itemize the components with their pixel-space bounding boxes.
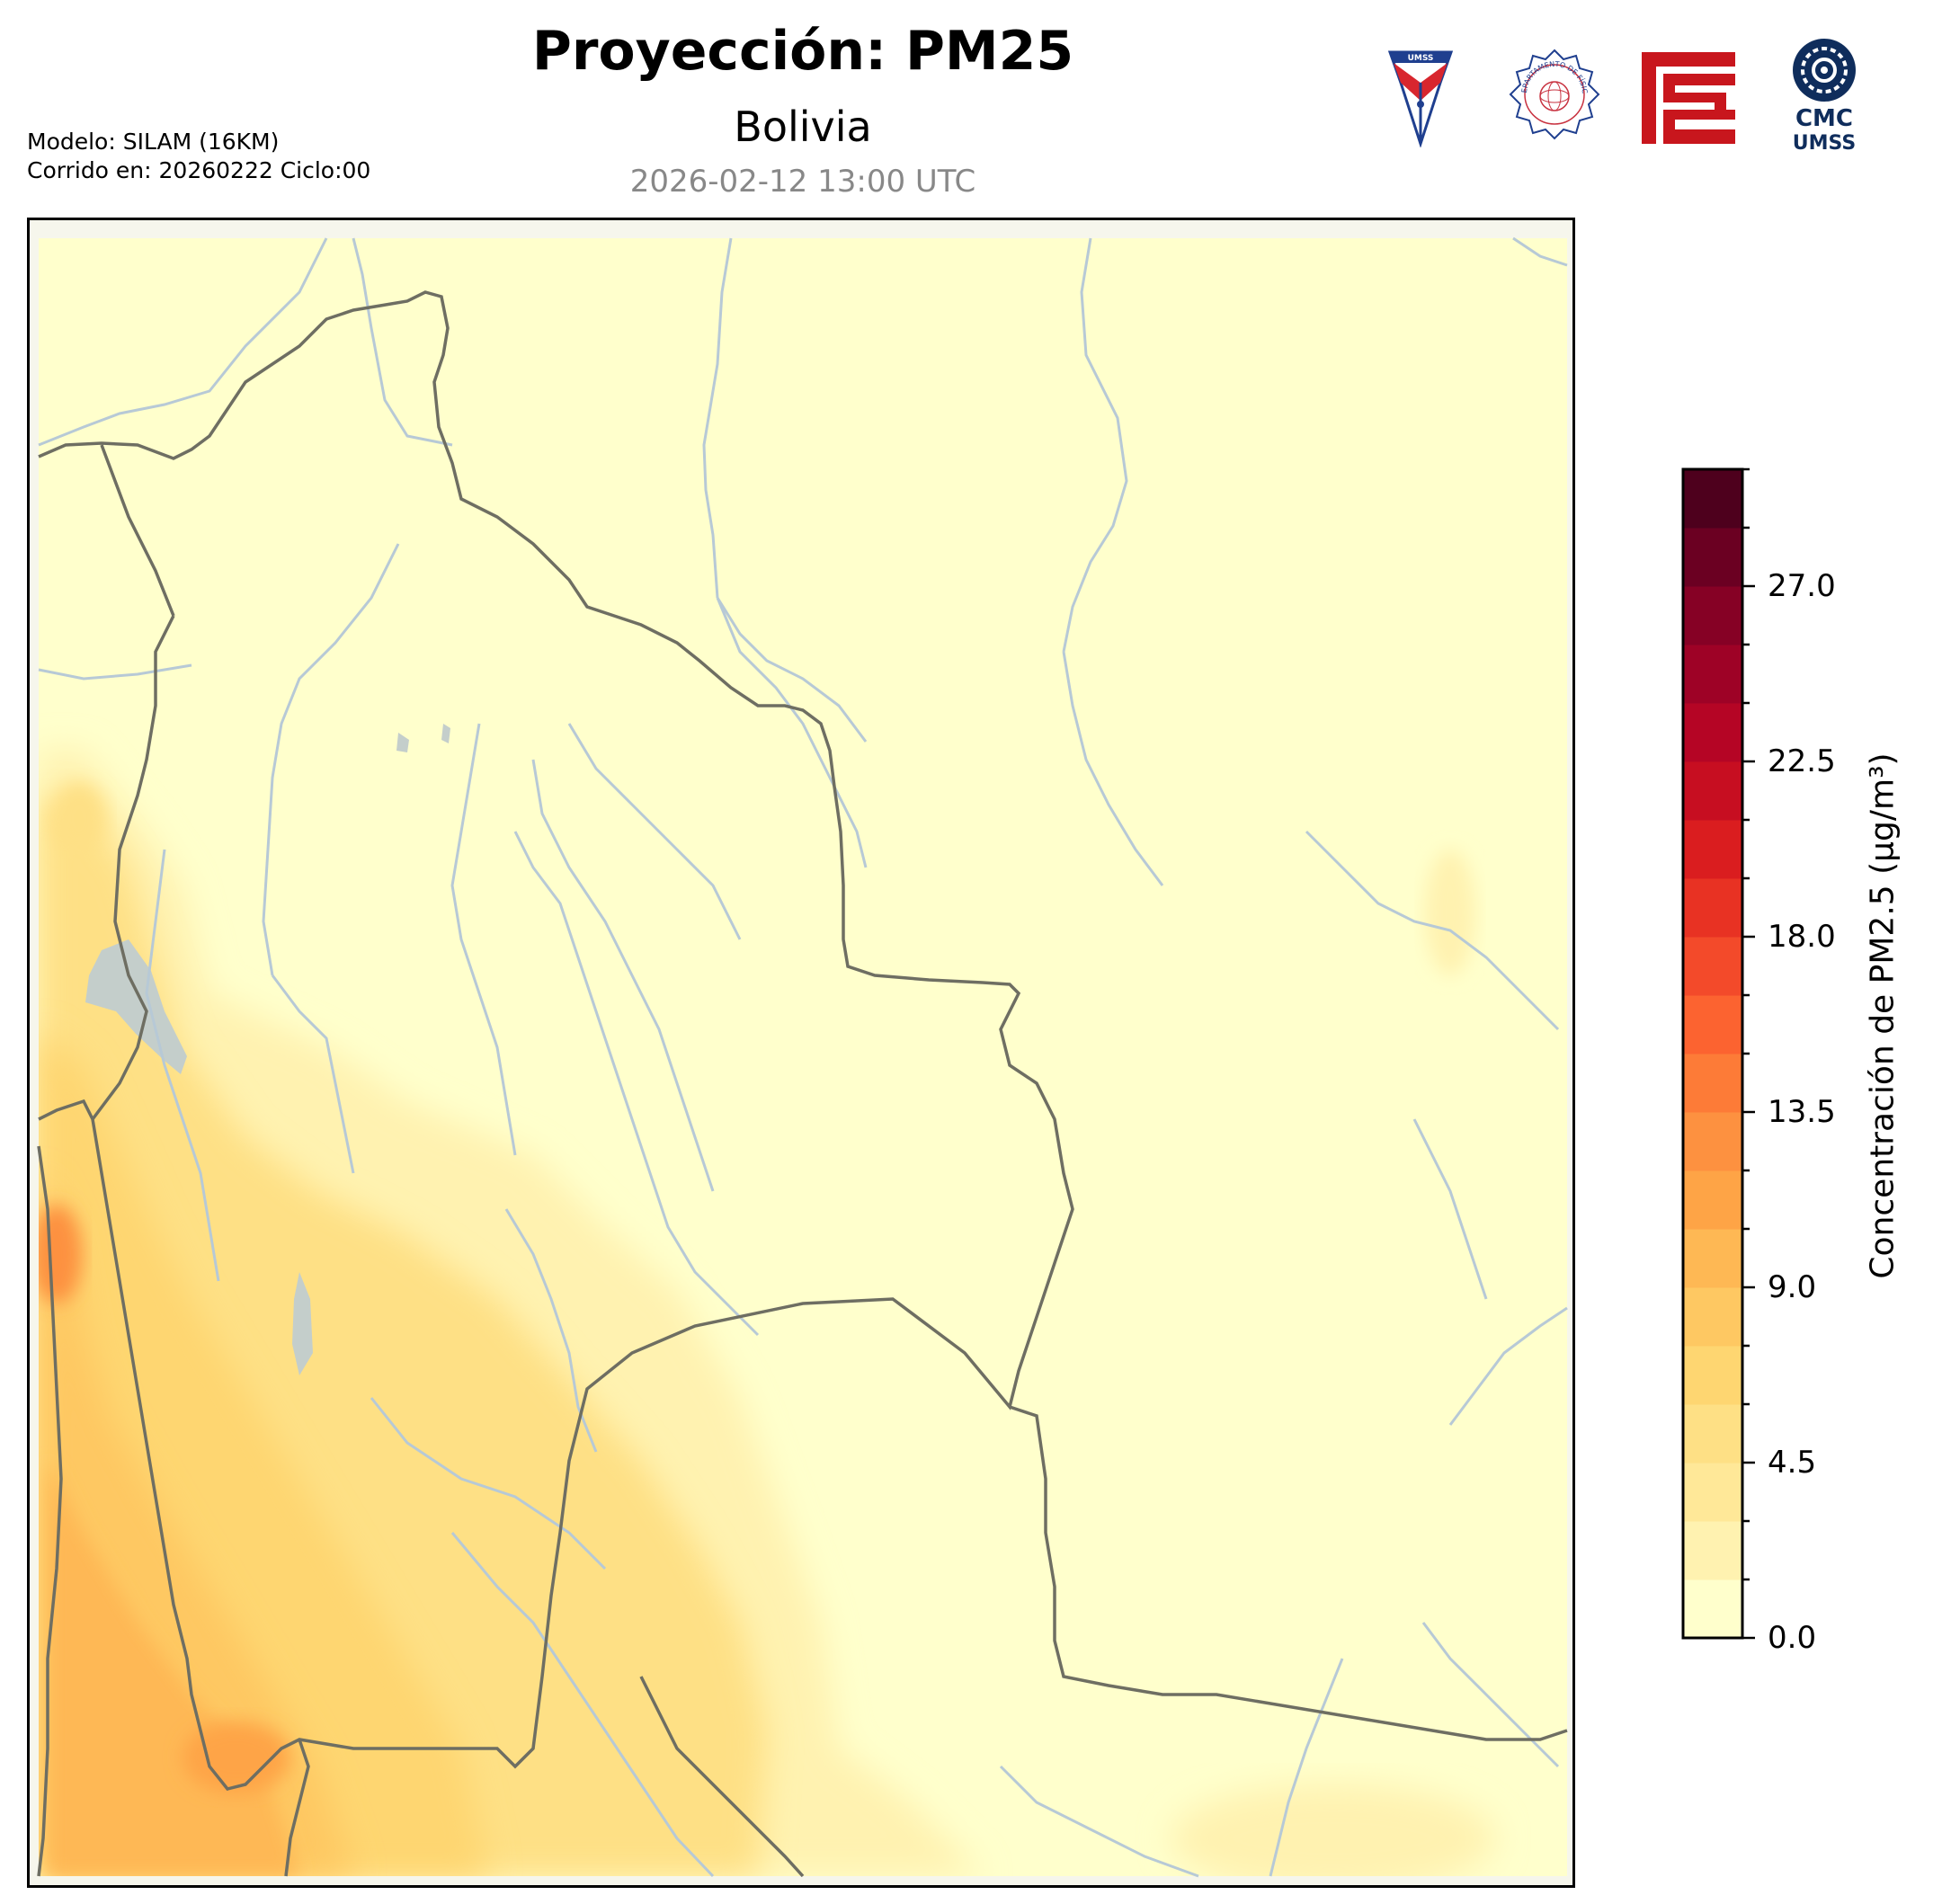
- river-12: [531, 759, 715, 1192]
- border-peru-brazil: [100, 444, 175, 617]
- river-5: [1062, 237, 1128, 653]
- colorbar-label: Concentración de PM2.5 (µg/m³): [1864, 752, 1902, 1279]
- colorbar-tick-label: 18.0: [1768, 919, 1836, 955]
- country-borders: [37, 290, 1568, 1878]
- colorbar-band: [1683, 1521, 1742, 1580]
- colorbar-band: [1683, 1579, 1742, 1639]
- map-canvas[interactable]: [30, 220, 1572, 1885]
- cmc-umss-logo: CMC UMSS: [1793, 39, 1856, 155]
- river-24: [1269, 1658, 1344, 1877]
- pm25-map[interactable]: [27, 218, 1575, 1888]
- colorbar-band: [1683, 1287, 1742, 1347]
- colorbar-band: [1683, 995, 1742, 1054]
- colorbar-band: [1683, 1463, 1742, 1522]
- colorbar-band: [1683, 1170, 1742, 1230]
- river-1: [38, 237, 328, 447]
- river-18: [38, 663, 192, 681]
- colorbar-tick-label: 4.5: [1768, 1445, 1817, 1481]
- river-9: [271, 974, 355, 1174]
- cmc-umss-text: UMSS: [1793, 132, 1856, 155]
- border-argentina-paraguay: [639, 1676, 805, 1878]
- pm25-contours: [39, 751, 1495, 1876]
- colorbar-band: [1683, 761, 1742, 821]
- river-2: [352, 237, 453, 447]
- hotspot-southeast: [1171, 1784, 1495, 1876]
- lakes: [85, 724, 450, 1375]
- colorbar-band: [1683, 645, 1742, 704]
- border-peru-bolivia-west: [91, 615, 175, 1121]
- umss-shield-text: UMSS: [1408, 54, 1434, 63]
- model-info: Modelo: SILAM (16KM) Corrido en: 2026022…: [27, 128, 370, 185]
- border-chile-argentina: [37, 1145, 63, 1877]
- colorbar-band: [1683, 878, 1742, 938]
- river-10: [450, 723, 517, 1156]
- colorbar-band: [1683, 1229, 1742, 1288]
- cmc-text: CMC: [1795, 105, 1853, 132]
- colorbar-band: [1683, 937, 1742, 996]
- lake-small-north: [441, 724, 450, 743]
- river-8: [262, 543, 400, 976]
- river-19: [1305, 830, 1560, 1031]
- hotspot-south: [183, 1722, 290, 1793]
- bolivia-border: [38, 290, 1074, 1791]
- colorbar-band: [1683, 1112, 1742, 1171]
- river-25: [1512, 236, 1568, 267]
- model-line: Modelo: SILAM (16KM): [27, 129, 280, 155]
- colorbar-band: [1683, 1346, 1742, 1405]
- hotspot-east: [1425, 850, 1475, 975]
- forecast-datetime: 2026-02-12 13:00 UTC: [629, 164, 976, 200]
- colorbar-tick-label: 13.5: [1768, 1094, 1836, 1130]
- colorbar-tick-label: 0.0: [1768, 1620, 1817, 1656]
- lake-rogaguado: [396, 733, 409, 752]
- river-15: [370, 1397, 607, 1570]
- region-subtitle: Bolivia: [734, 102, 872, 151]
- river-3: [702, 237, 733, 599]
- colorbar-band: [1683, 586, 1742, 645]
- colorbar-band: [1683, 528, 1742, 587]
- run-line: Corrido en: 20260222 Ciclo:00: [27, 157, 371, 183]
- colorbar-band: [1683, 703, 1742, 762]
- river-16: [450, 1532, 715, 1878]
- colorbar-band: [1683, 1404, 1742, 1464]
- colorbar-band: [1683, 469, 1742, 529]
- hotspot-west: [39, 1205, 82, 1303]
- colorbar-band: [1683, 1054, 1742, 1113]
- river-21: [1448, 1306, 1568, 1426]
- river-6: [1062, 651, 1164, 886]
- hotspot-north-west: [52, 782, 106, 854]
- colorbar-tick-label: 27.0: [1768, 568, 1836, 604]
- colorbar: [1681, 467, 1755, 1640]
- fisica-department-seal: DEPARTAMENTO DE FÍSICA: [1507, 47, 1600, 140]
- river-7: [716, 597, 868, 743]
- river-4: [716, 597, 868, 868]
- umss-shield-logo: UMSS: [1387, 50, 1454, 147]
- border-paraguay-brazil: [1009, 1405, 1568, 1741]
- river-17: [145, 849, 220, 1282]
- colorbar-band: [1683, 820, 1742, 879]
- map-title: Proyección: PM25: [531, 20, 1074, 83]
- colorbar-tick-label: 9.0: [1768, 1269, 1817, 1305]
- engineering-faculty-logo: [1642, 52, 1735, 144]
- river-22: [1421, 1622, 1560, 1768]
- river-20: [1412, 1118, 1488, 1300]
- colorbar-tick-label: 22.5: [1768, 743, 1836, 779]
- river-13: [567, 723, 742, 940]
- lake-titicaca: [85, 939, 187, 1074]
- river-23: [999, 1765, 1199, 1878]
- river-11: [513, 831, 760, 1337]
- border-chile-bolivia-south: [284, 1739, 310, 1877]
- rivers: [38, 236, 1568, 1878]
- lake-poopo: [292, 1272, 313, 1375]
